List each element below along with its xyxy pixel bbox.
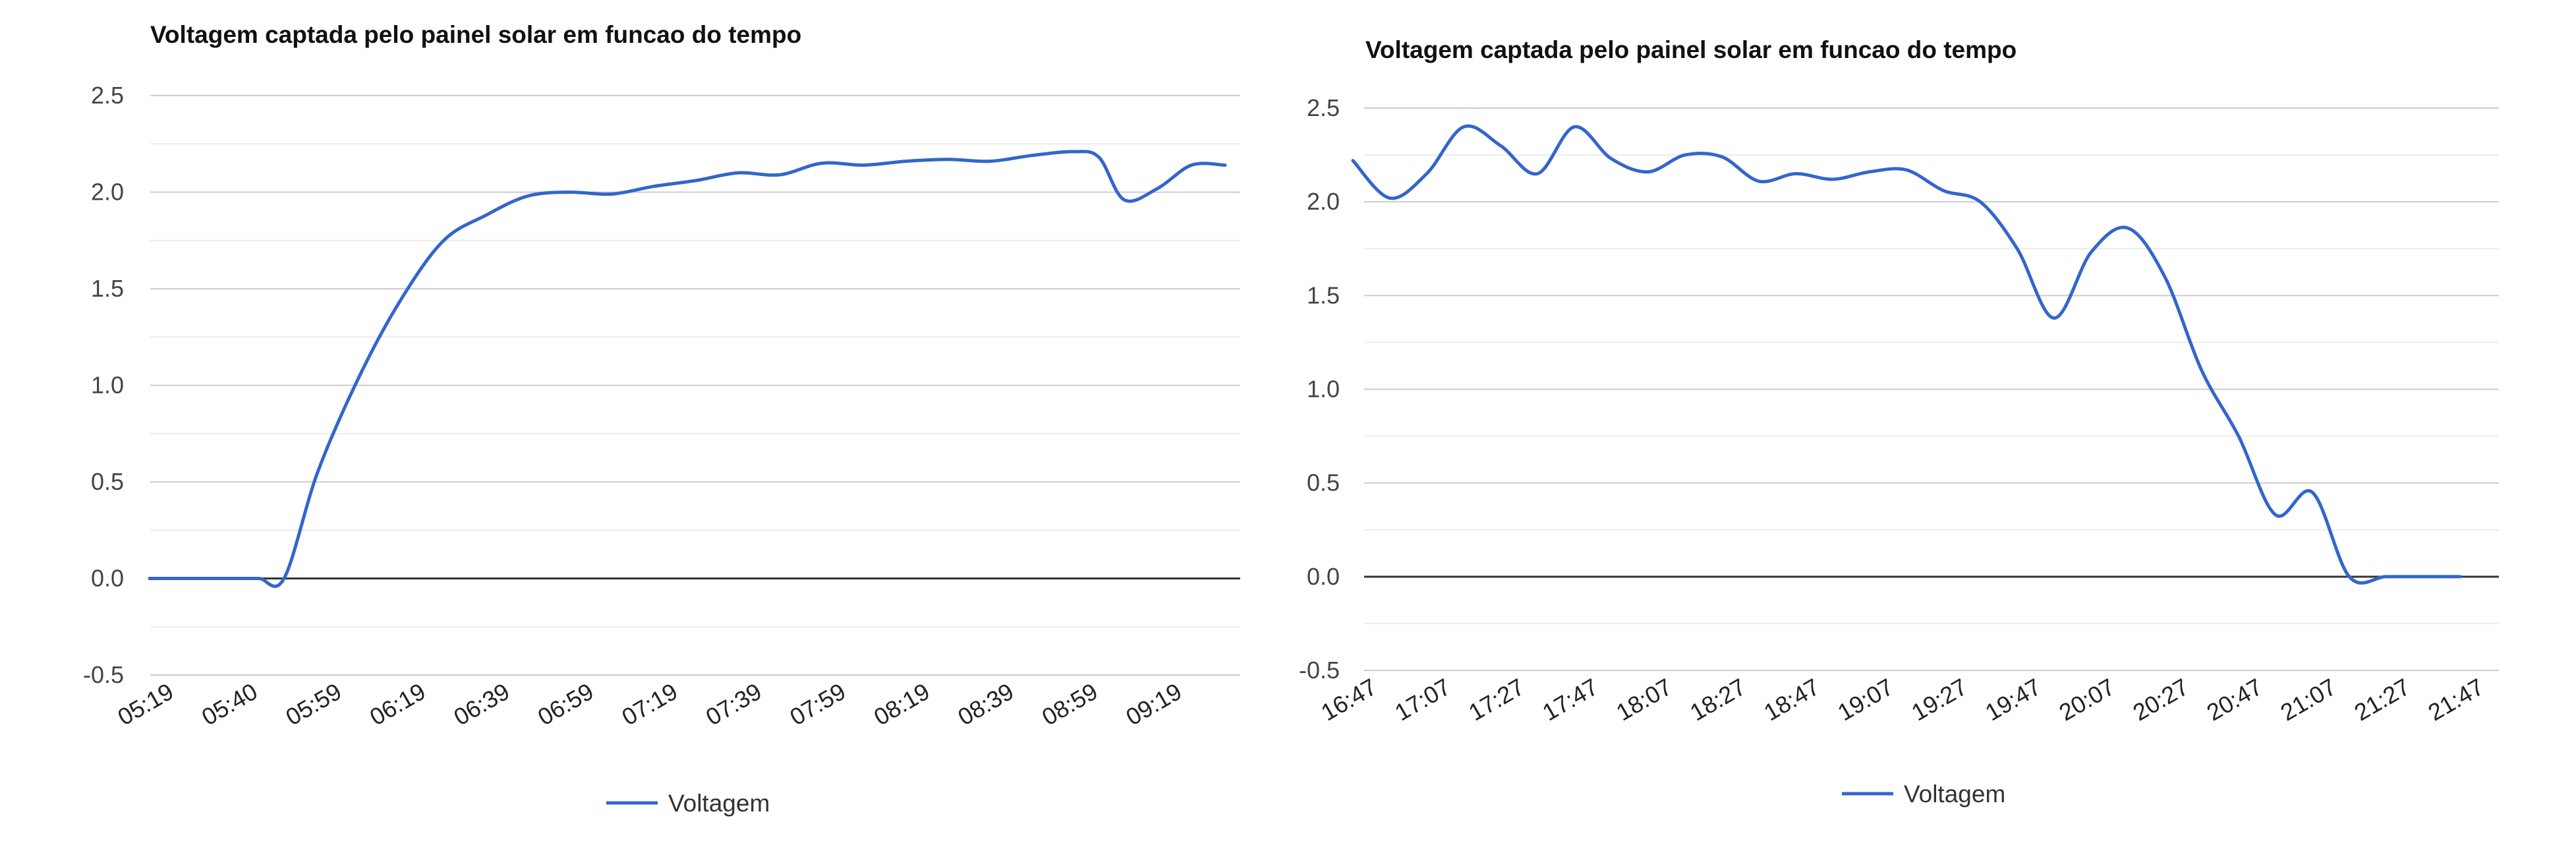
chart-title-left: Voltagem captada pelo painel solar em fu… xyxy=(150,21,802,48)
x-tick-label: 18:07 xyxy=(1611,673,1676,726)
x-tick-label: 06:19 xyxy=(365,678,430,731)
x-tick-label: 17:47 xyxy=(1537,673,1603,726)
y-tick-label: 0.0 xyxy=(1307,563,1340,590)
y-tick-label: 0.5 xyxy=(1307,469,1340,496)
x-tick-label: 05:59 xyxy=(281,678,346,731)
x-tick-label: 19:07 xyxy=(1833,673,1898,726)
x-tick-label: 19:27 xyxy=(1906,673,1972,726)
x-tick-label: 18:47 xyxy=(1759,673,1824,726)
x-tick-label: 20:27 xyxy=(2128,673,2193,726)
x-tick-label: 05:40 xyxy=(197,678,262,731)
x-tick-label: 17:27 xyxy=(1464,673,1529,726)
x-tick-label: 07:19 xyxy=(617,678,682,731)
chart-panel-right: Voltagem captada pelo painel solar em fu… xyxy=(1278,0,2576,855)
x-tick-label: 08:19 xyxy=(869,678,934,731)
x-tick-label: 18:27 xyxy=(1685,673,1750,726)
line-chart-left: 2.52.01.51.00.50.0-0.505:19 05:40 05:59 06:… xyxy=(83,82,1240,817)
y-tick-label: 0.0 xyxy=(91,565,124,592)
y-tick-label: 1.5 xyxy=(91,275,124,302)
y-tick-label: 1.5 xyxy=(1307,281,1340,309)
y-tick-label: -0.5 xyxy=(1299,657,1340,684)
x-tick-label: 21:07 xyxy=(2275,673,2341,726)
x-tick-label: 08:59 xyxy=(1037,678,1102,731)
x-tick-label: 09:19 xyxy=(1121,678,1186,731)
series-line-voltagem xyxy=(148,150,1227,588)
series-line-voltagem xyxy=(1351,124,2462,585)
y-tick-label: 2.5 xyxy=(1307,94,1340,121)
y-tick-label: 2.5 xyxy=(91,82,124,109)
x-tick-label: 19:47 xyxy=(1980,673,2046,726)
x-tick-label: 21:27 xyxy=(2349,673,2415,726)
x-tick-label: 08:39 xyxy=(953,678,1018,731)
x-tick-label: 20:07 xyxy=(2054,673,2119,726)
x-tick-label: 20:47 xyxy=(2202,673,2267,726)
line-chart-right: 2.52.01.51.00.50.0-0.516:47 17:07 17:27 17:… xyxy=(1299,94,2499,808)
chart-title-right: Voltagem captada pelo painel solar em fu… xyxy=(1365,36,2017,63)
x-tick-label: 17:07 xyxy=(1390,673,1455,726)
y-tick-label: 1.0 xyxy=(91,372,124,399)
y-tick-label: 1.0 xyxy=(1307,376,1340,403)
y-tick-label: 0.5 xyxy=(91,468,124,495)
chart-panel-left: Voltagem captada pelo painel solar em fu… xyxy=(0,0,1278,855)
x-tick-label: 07:39 xyxy=(701,678,766,731)
y-tick-label: -0.5 xyxy=(83,661,124,688)
x-tick-label: 07:59 xyxy=(785,678,850,731)
x-tick-label: 21:47 xyxy=(2423,673,2488,726)
y-tick-label: 2.0 xyxy=(91,179,124,206)
x-tick-label: 06:59 xyxy=(533,678,598,731)
legend-label: Voltagem xyxy=(1904,781,2005,808)
legend-label: Voltagem xyxy=(668,790,770,817)
y-tick-label: 2.0 xyxy=(1307,188,1340,215)
x-tick-label: 06:39 xyxy=(449,678,514,731)
